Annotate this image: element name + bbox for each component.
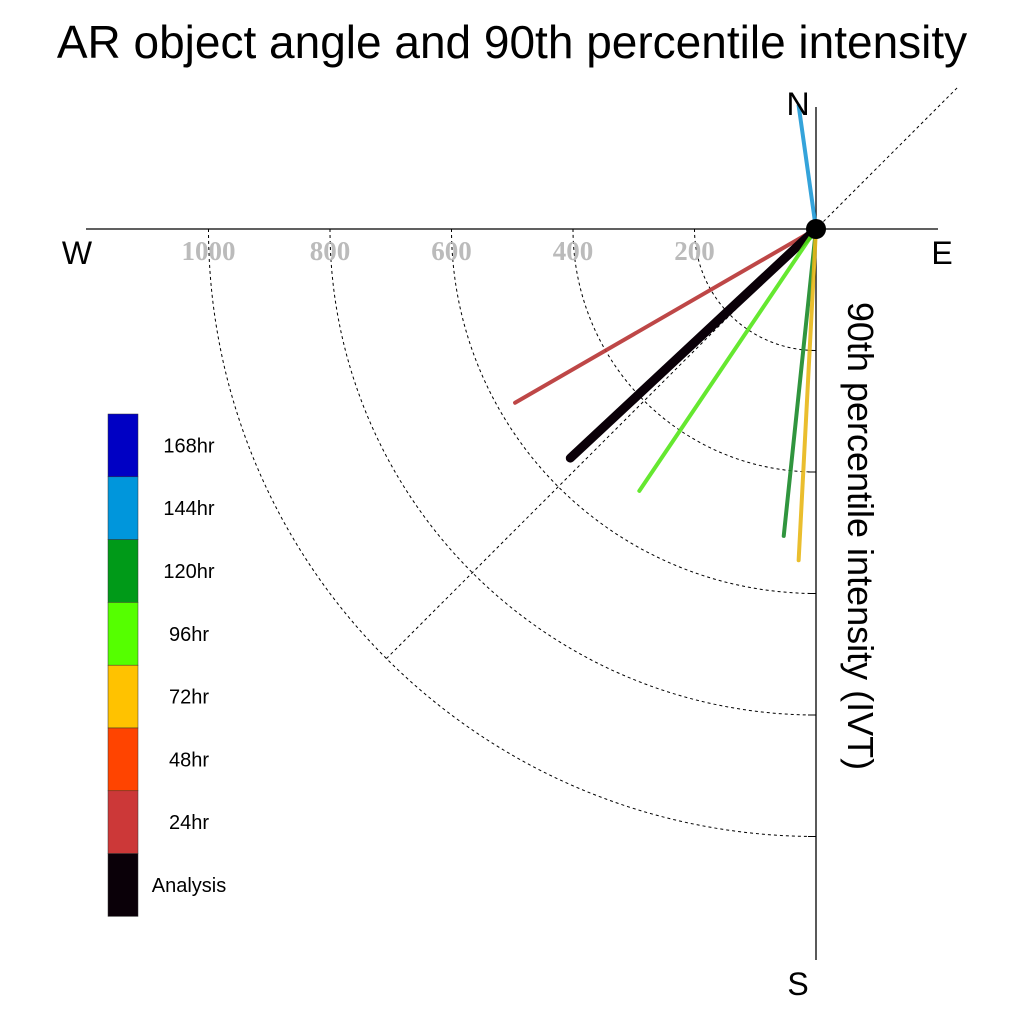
chart-title: AR object angle and 90th percentile inte… — [57, 16, 967, 68]
legend-label: 48hr — [169, 749, 209, 771]
grid-arc — [694, 228, 817, 351]
legend-label: 168hr — [163, 435, 214, 457]
grid-diagonal — [386, 87, 958, 659]
legend-label: 72hr — [169, 687, 209, 709]
vector-144hr — [796, 103, 818, 231]
legend-label: 96hr — [169, 624, 209, 646]
vector-series — [513, 103, 821, 563]
vector-96hr — [637, 227, 818, 493]
legend-label: 120hr — [163, 561, 214, 583]
radial-tick-labels: 200 400 600 800 1000 — [182, 236, 715, 266]
grid-arc — [208, 228, 817, 837]
grid-arc — [572, 228, 817, 473]
grid-arc — [451, 228, 817, 594]
legend-label: Analysis — [152, 875, 226, 897]
radial-tick-label: 1000 — [182, 236, 236, 266]
compass-north: N — [786, 86, 809, 122]
radial-axis-label: 90th percentile intensity (IVT) — [840, 302, 881, 770]
vector-24hr — [513, 227, 818, 405]
legend: 168hr 144hr 120hr 96hr 72hr 48hr 24hr Analysis — [107, 413, 226, 917]
legend-swatch — [107, 413, 139, 478]
radial-tick-label: 800 — [310, 236, 351, 266]
origin-marker — [806, 219, 826, 239]
radial-tick-label: 200 — [674, 236, 715, 266]
legend-label: 144hr — [163, 498, 214, 520]
polar-grid — [208, 87, 958, 837]
compass-east: E — [931, 235, 952, 271]
legend-swatch — [107, 853, 139, 917]
radial-tick-label: 400 — [553, 236, 594, 266]
vector-72hr — [796, 227, 818, 563]
compass-west: W — [62, 235, 93, 271]
legend-swatch — [107, 664, 139, 729]
legend-swatch — [107, 539, 139, 603]
grid-arc — [329, 228, 817, 716]
legend-swatch — [107, 476, 139, 540]
vector-120hr — [781, 227, 818, 538]
legend-swatch — [107, 790, 139, 854]
legend-swatch — [107, 602, 139, 666]
radial-tick-label: 600 — [431, 236, 472, 266]
legend-label: 24hr — [169, 812, 209, 834]
compass-south: S — [787, 966, 808, 1002]
vector-analysis — [565, 224, 821, 463]
legend-swatch — [107, 727, 139, 792]
